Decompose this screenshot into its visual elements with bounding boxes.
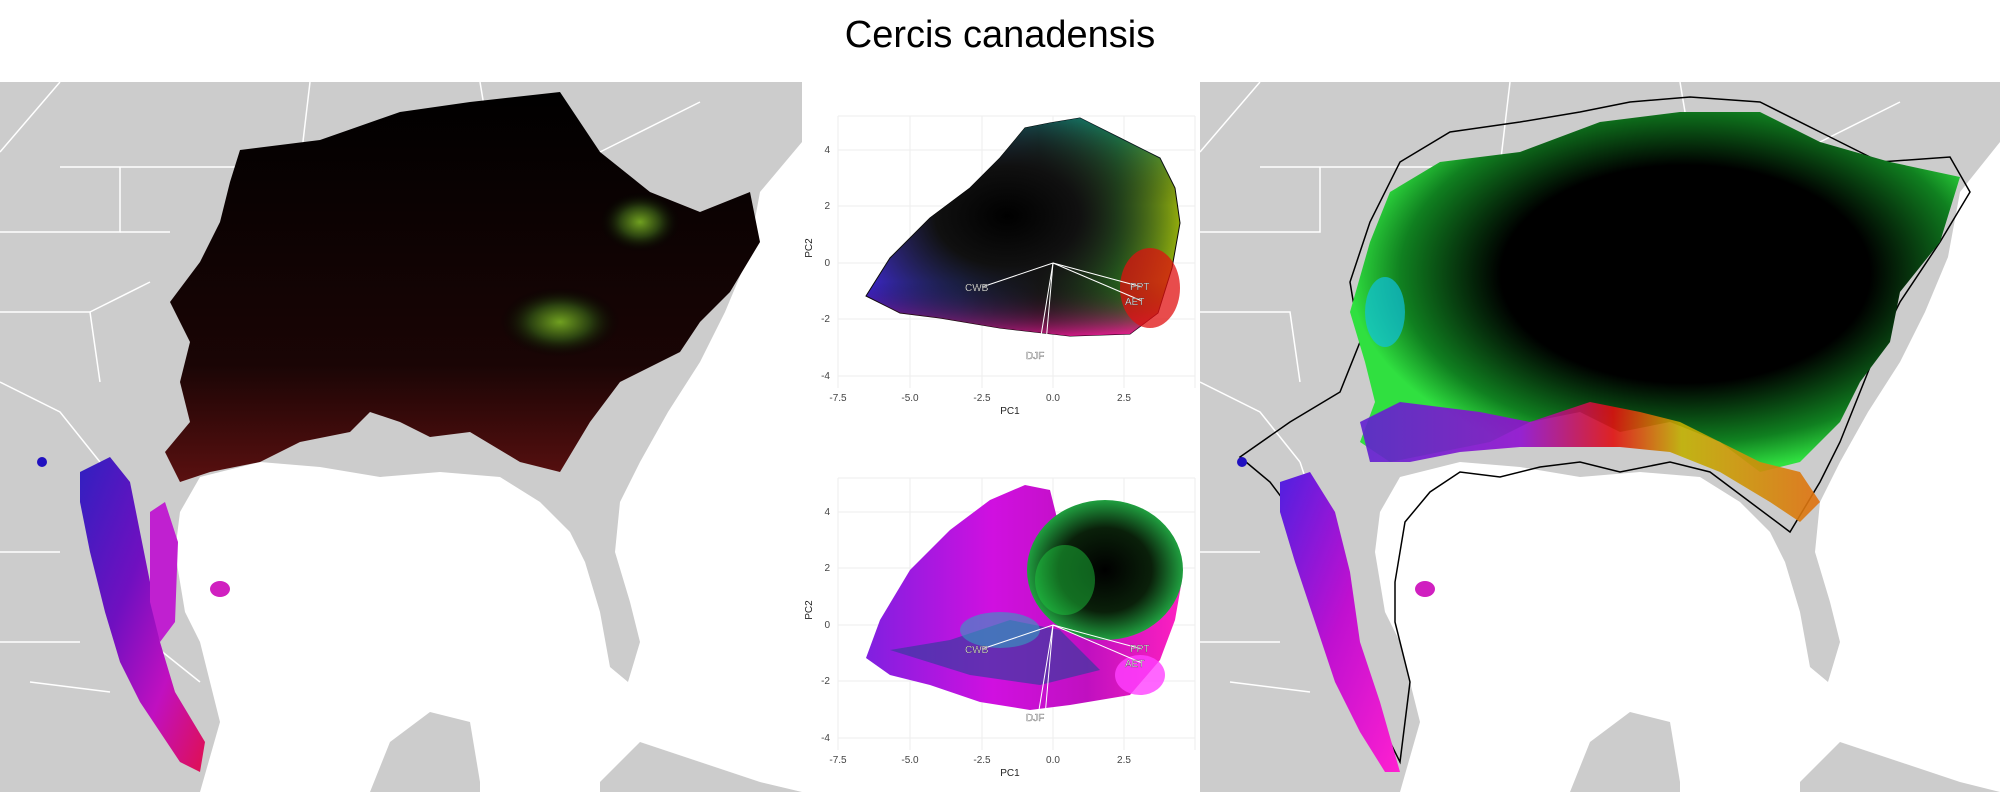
pca-top-xtick: -5.0 — [901, 393, 919, 404]
pca-bottom-vector-label: DJF — [1026, 713, 1044, 724]
range-raster-mexico — [80, 457, 205, 772]
pca-top-vector-label: AET — [1125, 297, 1144, 308]
pca-bottom-ytick: 4 — [824, 507, 830, 518]
land-yucatan — [1570, 712, 1680, 792]
pca-top-ytick: 2 — [824, 201, 830, 212]
pca-bottom-vector-label: AET — [1125, 659, 1144, 670]
pca-top-ytick: -2 — [821, 314, 830, 325]
left-map — [0, 82, 802, 792]
range-green-ridge — [600, 192, 680, 252]
pca-top-vectors — [981, 262, 1143, 355]
pca-bottom-vector-label: PPT — [1130, 644, 1149, 655]
range-raster-south — [1360, 402, 1820, 522]
pca-bottom-ytick: -2 — [821, 676, 830, 687]
right-map — [1200, 82, 2000, 792]
range-raster-east — [165, 92, 760, 482]
range-raster-core — [1350, 112, 1960, 472]
pca-top-vector-label: CWB — [965, 283, 989, 294]
land-cuba — [600, 742, 802, 792]
pca-top-ytick: 0 — [824, 258, 830, 269]
pca-plot-top: CWB PPT AET DJF 4 2 0 -2 -4 -7.5 -5.0 -2… — [800, 108, 1200, 428]
pca-bottom-xtick: 0.0 — [1046, 755, 1060, 766]
pca-top-xtick: -2.5 — [973, 393, 991, 404]
pca-plot-bottom: CWB PPT AET DJF 4 2 0 -2 -4 -7.5 -5.0 -2… — [800, 470, 1200, 790]
pca-top-xlabel: PC1 — [1000, 406, 1020, 417]
pca-bottom-vectors — [981, 624, 1143, 717]
pca-bottom-ytick: 0 — [824, 620, 830, 631]
pca-bottom-xtick: -5.0 — [901, 755, 919, 766]
pca-bottom-ytick: 2 — [824, 563, 830, 574]
pca-bottom-dark-cluster — [1027, 500, 1183, 640]
pca-top-xtick: 0.0 — [1046, 393, 1060, 404]
pca-bottom-xtick: -7.5 — [829, 755, 847, 766]
pca-bottom-ylabel: PC2 — [804, 600, 815, 620]
pca-bottom-ytick: -4 — [821, 733, 830, 744]
figure-title: Cercis canadensis — [844, 14, 1156, 56]
pca-top-ytick: 4 — [824, 145, 830, 156]
pca-bottom-vector-label: CWB — [965, 645, 989, 656]
pca-top-xtick: -7.5 — [829, 393, 847, 404]
pca-bottom-xlabel: PC1 — [1000, 768, 1020, 779]
pca-top-xtick: 2.5 — [1117, 393, 1131, 404]
pca-bottom-xtick: -2.5 — [973, 755, 991, 766]
pca-top-vector-label: PPT — [1130, 282, 1149, 293]
range-raster-mexico-east — [150, 502, 178, 642]
pca-top-vector-label: DJF — [1026, 351, 1044, 362]
land-cuba — [1800, 742, 2000, 792]
range-patch-gulf — [210, 581, 230, 597]
pca-top-ytick: -4 — [821, 371, 830, 382]
pca-top-ylabel: PC2 — [804, 238, 815, 258]
pca-bottom-xtick: 2.5 — [1117, 755, 1131, 766]
range-dot-west — [37, 457, 47, 467]
range-raster-mexico — [1280, 472, 1400, 772]
range-green-appalachia — [500, 287, 620, 357]
land-yucatan — [370, 712, 480, 792]
